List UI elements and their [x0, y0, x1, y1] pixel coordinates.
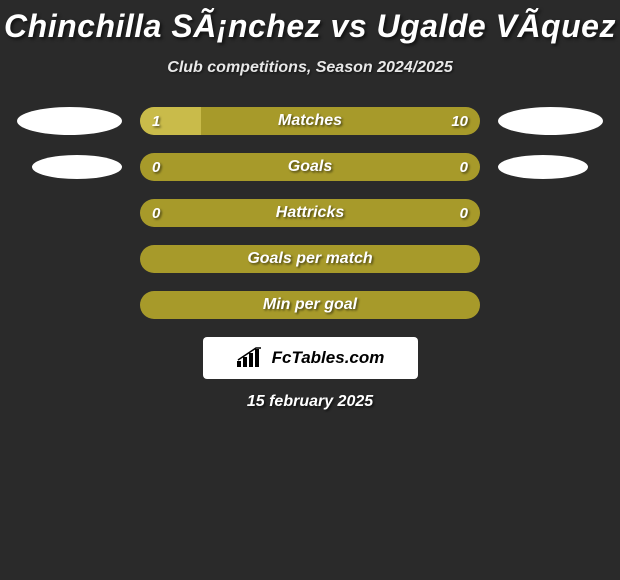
stat-row: 0 Goals 0 [0, 153, 620, 181]
player-oval-left [32, 155, 122, 179]
subtitle: Club competitions, Season 2024/2025 [0, 59, 620, 77]
stat-bar: 0 Hattricks 0 [140, 199, 480, 227]
stat-value-right: 0 [460, 205, 468, 222]
stats-area: 1 Matches 10 0 Goals 0 0 Hattricks 0 Goals per ma… [0, 107, 620, 319]
stat-value-left: 0 [152, 159, 160, 176]
source-badge-text: FcTables.com [272, 348, 385, 368]
stat-bar: Min per goal [140, 291, 480, 319]
comparison-widget: Chinchilla SÃ¡nchez vs Ugalde VÃ­quez Cl… [0, 0, 620, 411]
stat-value-left: 1 [152, 113, 160, 130]
stat-bar: 1 Matches 10 [140, 107, 480, 135]
stat-bar: Goals per match [140, 245, 480, 273]
date-text: 15 february 2025 [0, 393, 620, 411]
stat-value-left: 0 [152, 205, 160, 222]
stat-bar: 0 Goals 0 [140, 153, 480, 181]
stat-row: 1 Matches 10 [0, 107, 620, 135]
stat-row: Goals per match [0, 245, 620, 273]
stat-label: Goals [288, 158, 332, 176]
page-title: Chinchilla SÃ¡nchez vs Ugalde VÃ­quez [0, 8, 620, 45]
stat-label: Goals per match [247, 250, 372, 268]
bar-fill-left [140, 107, 201, 135]
bars-icon [236, 347, 266, 369]
stat-row: Min per goal [0, 291, 620, 319]
player-oval-right [498, 155, 588, 179]
stat-value-right: 10 [451, 113, 468, 130]
stat-label: Matches [278, 112, 342, 130]
player-oval-left [17, 107, 122, 135]
stat-label: Hattricks [276, 204, 344, 222]
stat-value-right: 0 [460, 159, 468, 176]
source-badge[interactable]: FcTables.com [203, 337, 418, 379]
stat-label: Min per goal [263, 296, 357, 314]
player-oval-right [498, 107, 603, 135]
source-badge-wrap: FcTables.com [0, 337, 620, 379]
stat-row: 0 Hattricks 0 [0, 199, 620, 227]
